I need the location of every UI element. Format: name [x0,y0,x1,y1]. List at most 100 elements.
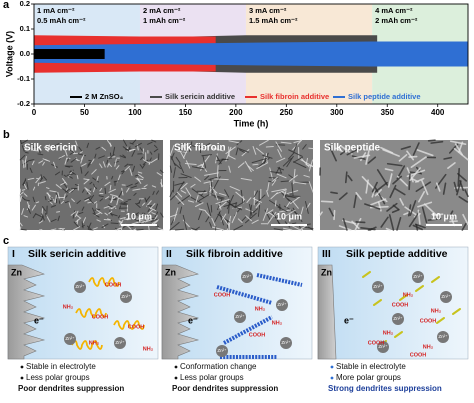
sem-texture [275,141,282,152]
sem-texture [123,218,129,221]
sem-texture [403,210,413,216]
sem-texture [180,190,187,194]
sem-texture [293,168,296,185]
sem-texture [108,153,115,160]
sem-texture [91,169,97,175]
sem-texture [76,174,79,180]
sem-texture [266,190,269,197]
sem-texture [60,181,66,186]
sem-texture [233,201,245,209]
sem-texture [109,142,112,148]
sem-texture [183,147,189,159]
sem-texture [118,190,123,198]
sem-texture [418,191,425,203]
sem-texture [209,221,213,228]
sem-texture [338,192,348,201]
sem-texture [178,147,185,159]
sem-texture [298,215,303,223]
peptide-chain [362,271,371,278]
functional-group: COOH [128,324,145,330]
sem-texture [160,182,164,188]
sem-texture [211,194,225,199]
sem-texture [280,141,292,144]
sem-texture [76,200,81,205]
sem-texture [319,211,323,216]
sem-texture [453,181,458,193]
sem-texture [154,211,159,218]
sem-texture [409,200,417,216]
sem-texture [29,167,33,174]
sem-title: Silk peptide [324,143,381,154]
sem-texture [149,203,156,209]
sem-texture [142,148,145,154]
functional-group: COOH [249,332,266,338]
sem-image [19,139,164,231]
sem-texture [95,146,101,150]
sem-texture [43,146,49,152]
functional-group: NH₂ [431,308,442,314]
functional-group: COOH [410,352,427,358]
x-tick-label: 200 [229,108,243,117]
sem-texture [101,223,109,228]
sem-texture [204,172,219,176]
sem-texture [71,187,76,193]
sem-texture [191,166,205,170]
zinc-ion [64,333,76,345]
x-tick-label: 400 [431,108,445,117]
sem-texture [75,217,82,223]
zinc-ion [280,337,292,349]
sem-texture [459,179,465,192]
sem-texture [39,181,46,184]
sem-texture [374,187,386,205]
sem-texture [98,195,104,198]
sem-texture [19,191,24,196]
sem-texture [74,210,79,218]
sem-texture [183,143,191,146]
sem-texture [208,184,211,194]
sem-texture [119,205,121,210]
sem-texture [24,199,31,202]
sem-texture [86,188,92,195]
sem-texture [224,189,230,198]
sem-texture [134,212,139,216]
sem-texture [19,226,22,231]
sem-texture [304,201,309,214]
zinc-ion [241,271,253,283]
sem-texture [35,213,43,218]
x-tick-label: 150 [179,108,193,117]
sem-texture [308,226,314,231]
sem-texture [298,225,306,231]
sem-texture [173,167,176,178]
sem-texture [406,150,415,161]
sem-texture [235,191,246,200]
sem-texture [360,226,376,231]
sem-texture [29,159,35,161]
sem-texture [99,163,103,169]
sem-texture [45,214,51,223]
sem-texture [119,216,126,220]
sem-texture [133,228,137,231]
sem-texture [385,227,391,231]
peptide-chain [431,276,440,283]
sem-texture [92,212,100,218]
sem-texture [355,192,362,200]
sem-texture [328,207,334,217]
sem-texture [83,179,90,185]
sem-texture [353,154,371,159]
sem-texture [70,170,76,175]
sem-texture [216,155,222,165]
sem-texture [188,200,195,203]
sem-texture [225,146,232,162]
sem-texture [169,145,175,157]
functional-group: NH₂ [63,304,74,310]
sem-texture [271,179,277,186]
sem-texture [216,158,226,162]
sem-texture [421,206,428,224]
sem-texture [120,225,123,231]
sem-texture [338,225,352,231]
sem-texture [68,202,71,208]
sem-texture [94,186,98,190]
sem-texture [136,219,142,223]
sem-texture [45,187,50,190]
sem-texture [174,194,185,205]
